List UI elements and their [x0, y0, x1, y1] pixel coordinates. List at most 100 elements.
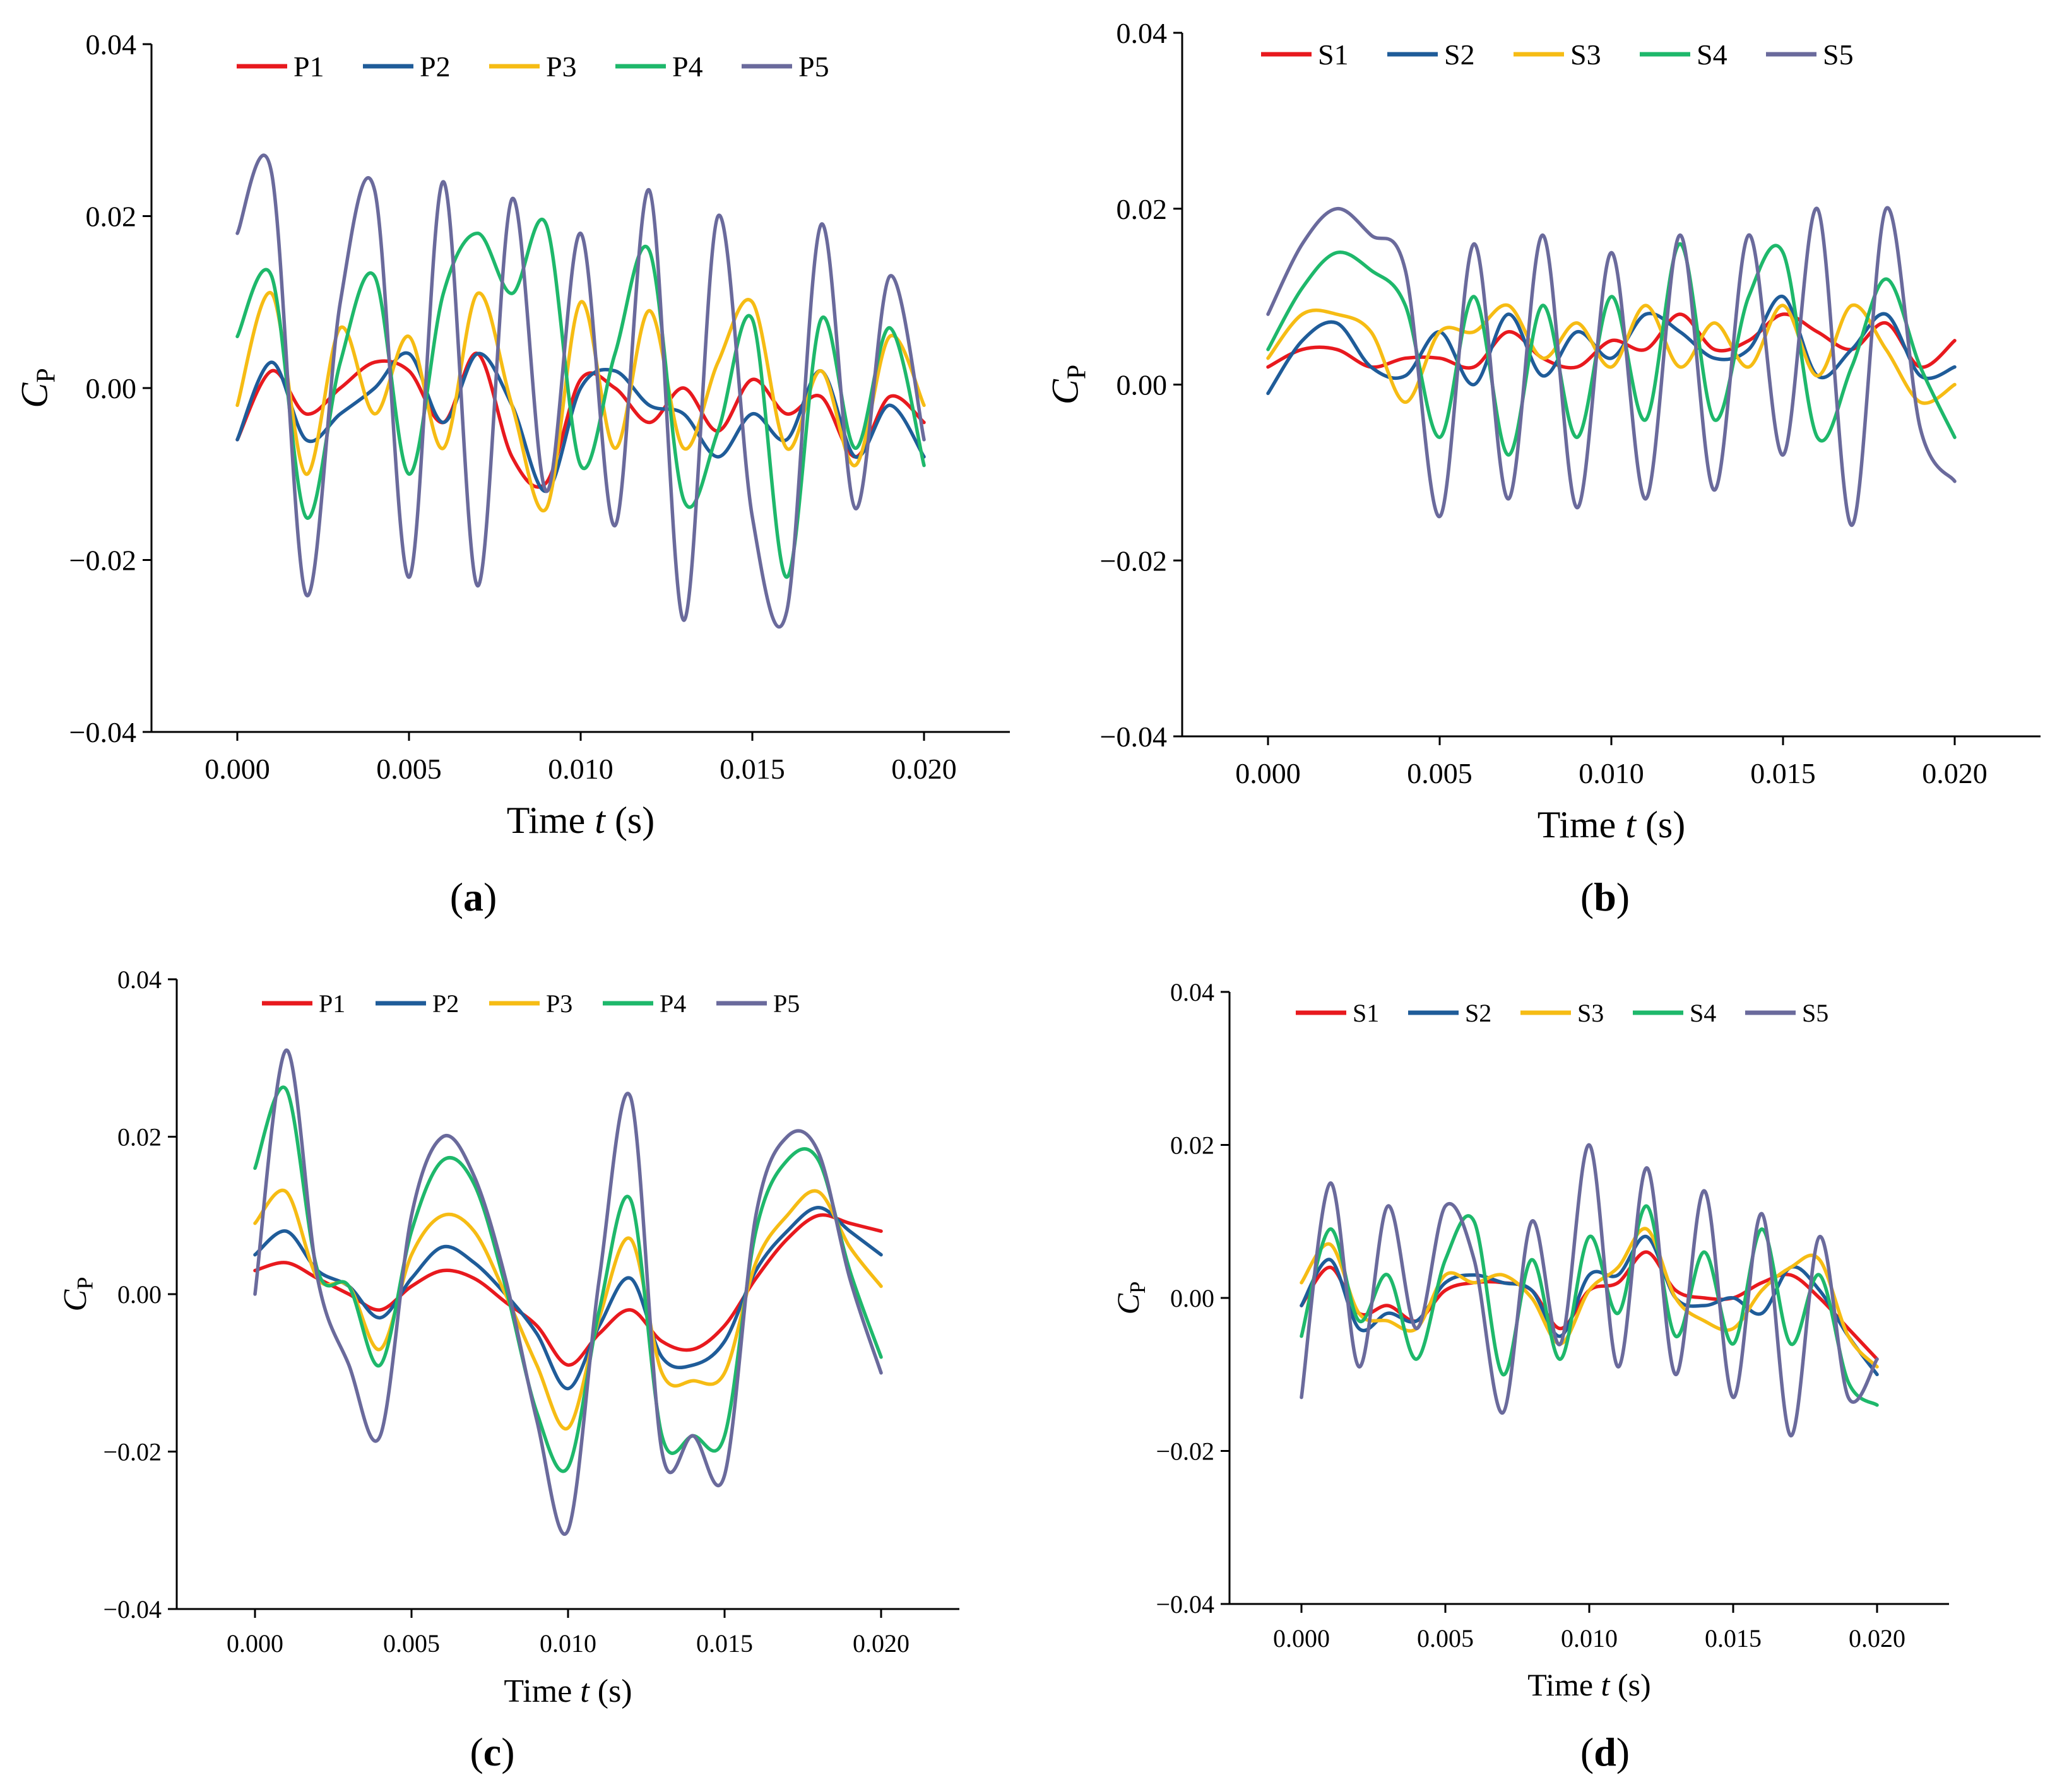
y-tick-label: 0.00: [1170, 1284, 1214, 1312]
panel-a: −0.04 −0.02 0.00 0.02 0.04 0.000 0.005 0.010 0.0…: [0, 0, 1031, 919]
x-tick-label: 0.020: [891, 753, 957, 785]
x-tick-label: 0.010: [548, 753, 613, 785]
series-line-p2: [235, 351, 926, 493]
x-tick-label: 0.005: [383, 1629, 440, 1658]
y-tick-label: 0.04: [86, 28, 137, 61]
caption-a: (a): [449, 875, 497, 919]
y-tick-label: −0.02: [1100, 545, 1167, 577]
x-tick-label: 0.015: [696, 1629, 753, 1658]
series-line-p2: [253, 1206, 883, 1391]
legend-label-p2: P2: [432, 989, 459, 1018]
x-axis-label-var: t: [1601, 1667, 1611, 1702]
y-tick-label: 0.04: [1117, 17, 1168, 49]
x-tick-label: 0.010: [1579, 757, 1644, 789]
x-axis-label-var: t: [580, 1673, 590, 1709]
series-line-s2: [1266, 295, 1957, 396]
caption-d: (d): [1580, 1730, 1630, 1774]
panel-c: −0.04 −0.02 0.00 0.02 0.04 0.000 0.005 0.010 0.0…: [0, 896, 1031, 1792]
y-axis-label-sub: P: [1125, 1282, 1150, 1294]
x-tick-label: 0.015: [1705, 1624, 1762, 1653]
legend-label-p4: P4: [660, 989, 686, 1018]
x-tick-label: 0.015: [720, 753, 785, 785]
x-axis-label-var: t: [595, 799, 606, 841]
x-axis-label-suffix: (s): [1636, 804, 1685, 846]
x-axis-label: Time t (s): [1527, 1667, 1650, 1702]
series-line-s2: [1300, 1235, 1879, 1377]
y-axis-label-sub: P: [1062, 365, 1091, 379]
caption-c: (c): [470, 1730, 515, 1774]
x-axis-label: Time t (s): [1538, 804, 1686, 846]
series-line-p3: [235, 291, 926, 512]
series-line-s5: [1266, 206, 1957, 528]
legend-label-p1: P1: [293, 50, 324, 83]
x-axis-label-prefix: Time: [504, 1673, 580, 1709]
legend-label-p5: P5: [798, 50, 829, 83]
x-tick-label: 0.015: [1750, 757, 1816, 789]
series-line-p3: [253, 1188, 883, 1431]
y-tick-label: 0.02: [1117, 193, 1168, 225]
series-line-s5: [1300, 1143, 1879, 1438]
x-tick-label: 0.020: [853, 1629, 910, 1658]
y-tick-label: 0.00: [117, 1280, 162, 1309]
series-line-p1: [235, 351, 926, 489]
y-axis-label: CP: [1044, 365, 1091, 404]
y-tick-label: −0.02: [103, 1438, 162, 1466]
legend-label-s1: S1: [1353, 999, 1379, 1027]
x-axis-label-prefix: Time: [1527, 1667, 1601, 1702]
x-axis-label: Time t (s): [507, 799, 655, 841]
legend-label-s1: S1: [1318, 38, 1349, 71]
y-axis-label: CP: [13, 368, 61, 408]
x-axis-label-var: t: [1625, 804, 1637, 846]
series-line-p5: [253, 1048, 883, 1536]
series-line-p5: [235, 153, 926, 629]
y-tick-label: −0.02: [1156, 1437, 1214, 1466]
y-tick-label: 0.02: [117, 1123, 162, 1152]
panel-d: −0.04 −0.02 0.00 0.02 0.04 0.000 0.005 0.010 0.0…: [1031, 896, 2062, 1792]
legend-label-s4: S4: [1697, 38, 1727, 71]
y-axis-label-main: C: [57, 1288, 93, 1311]
series-line-p4: [253, 1085, 883, 1473]
legend-label-p3: P3: [546, 50, 577, 83]
x-tick-label: 0.000: [1235, 757, 1301, 789]
series-line-p4: [235, 217, 926, 579]
y-axis-label-main: C: [13, 382, 55, 408]
x-tick-label: 0.005: [1417, 1624, 1474, 1653]
x-tick-label: 0.010: [1561, 1624, 1618, 1653]
legend-label-s5: S5: [1802, 999, 1828, 1027]
legend-label-s2: S2: [1465, 999, 1491, 1027]
y-tick-label: −0.04: [1100, 721, 1167, 753]
y-axis-label: CP: [1110, 1282, 1150, 1315]
y-tick-label: 0.02: [86, 201, 137, 233]
legend-label-p5: P5: [773, 989, 800, 1018]
legend-label-p4: P4: [672, 50, 703, 83]
legend-label-s2: S2: [1444, 38, 1475, 71]
x-tick-label: 0.020: [1922, 757, 1988, 789]
y-tick-label: −0.04: [69, 716, 136, 748]
caption-b: (b): [1580, 875, 1630, 919]
y-axis-label-sub: P: [72, 1277, 97, 1290]
y-tick-label: −0.02: [69, 545, 136, 577]
y-axis-label-sub: P: [32, 368, 61, 382]
legend-label-s4: S4: [1690, 999, 1716, 1027]
x-axis-label-suffix: (s): [590, 1673, 632, 1709]
chart-a: −0.04 −0.02 0.00 0.02 0.04 0.000 0.005 0.010 0.0…: [13, 28, 1010, 841]
chart-d: −0.04 −0.02 0.00 0.02 0.04 0.000 0.005 0.010 0.0…: [1110, 978, 1949, 1702]
legend-label-s3: S3: [1570, 38, 1601, 71]
x-tick-label: 0.005: [376, 753, 442, 785]
y-tick-label: 0.00: [1117, 369, 1168, 401]
y-tick-label: 0.04: [117, 965, 162, 994]
y-tick-label: −0.04: [1156, 1590, 1214, 1618]
panel-b: −0.04 −0.02 0.00 0.02 0.04 0.000 0.005 0.010 0.0…: [1031, 0, 2062, 919]
legend-label-s3: S3: [1577, 999, 1604, 1027]
x-axis-label: Time t (s): [504, 1673, 632, 1709]
x-tick-label: 0.000: [227, 1629, 283, 1658]
y-axis-label-main: C: [1044, 379, 1086, 404]
series-line-p1: [253, 1213, 883, 1367]
chart-c: −0.04 −0.02 0.00 0.02 0.04 0.000 0.005 0.010 0.0…: [57, 965, 959, 1709]
x-axis-label-prefix: Time: [1538, 804, 1626, 846]
x-tick-label: 0.010: [540, 1629, 596, 1658]
series-line-s3: [1300, 1227, 1879, 1369]
x-tick-label: 0.020: [1849, 1624, 1905, 1653]
legend-label-p3: P3: [546, 989, 572, 1018]
y-tick-label: −0.04: [103, 1595, 162, 1624]
